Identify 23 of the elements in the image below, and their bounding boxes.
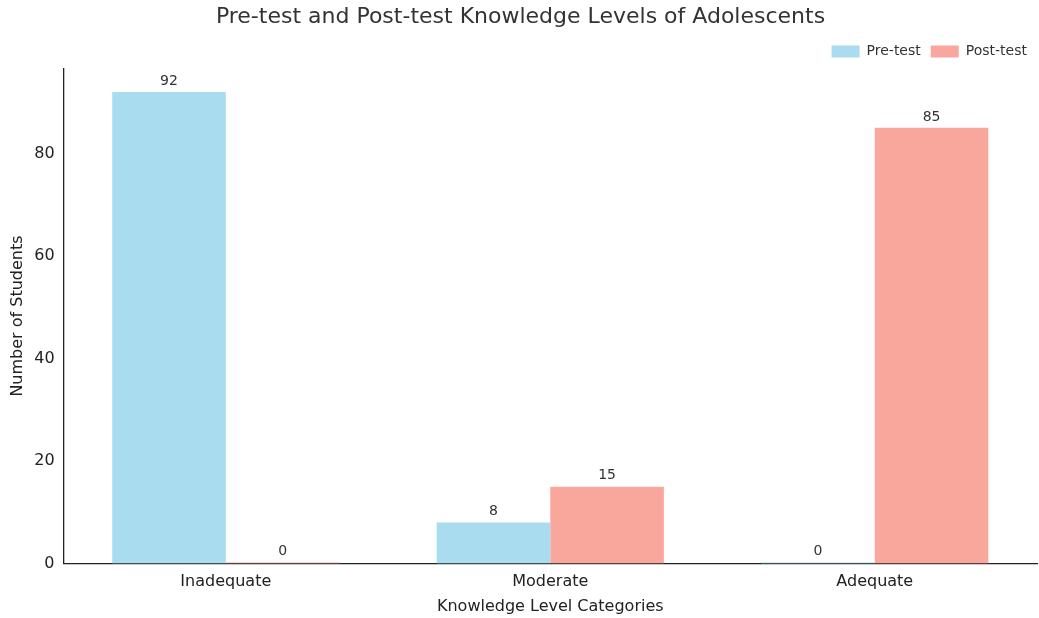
y-axis-title: Number of Students <box>6 235 26 397</box>
x-axis-title: Knowledge Level Categories <box>436 595 664 615</box>
y-tick-label: 0 <box>44 552 55 572</box>
data-label: 92 <box>160 71 178 88</box>
x-tick-label: Moderate <box>512 571 589 591</box>
chart-title: Pre-test and Post-test Knowledge Levels of Adolescents <box>215 2 826 28</box>
y-tick-label: 60 <box>34 245 55 265</box>
y-tick-label: 40 <box>34 347 55 367</box>
bar <box>550 486 664 564</box>
y-tick-label: 20 <box>34 450 55 470</box>
x-tick-label: Inadequate <box>180 571 272 591</box>
x-tick-label: Adequate <box>836 571 914 591</box>
bar <box>436 522 551 564</box>
legend-label: Post-test <box>965 42 1028 59</box>
data-label: 15 <box>598 466 616 483</box>
data-label: 8 <box>489 502 498 519</box>
bar <box>112 91 226 564</box>
y-tick-label: 80 <box>34 142 55 162</box>
data-label: 0 <box>813 542 823 559</box>
legend-label: Pre-test <box>866 42 922 59</box>
bar <box>874 127 989 564</box>
data-label: 0 <box>278 542 288 559</box>
data-label: 85 <box>922 107 941 124</box>
